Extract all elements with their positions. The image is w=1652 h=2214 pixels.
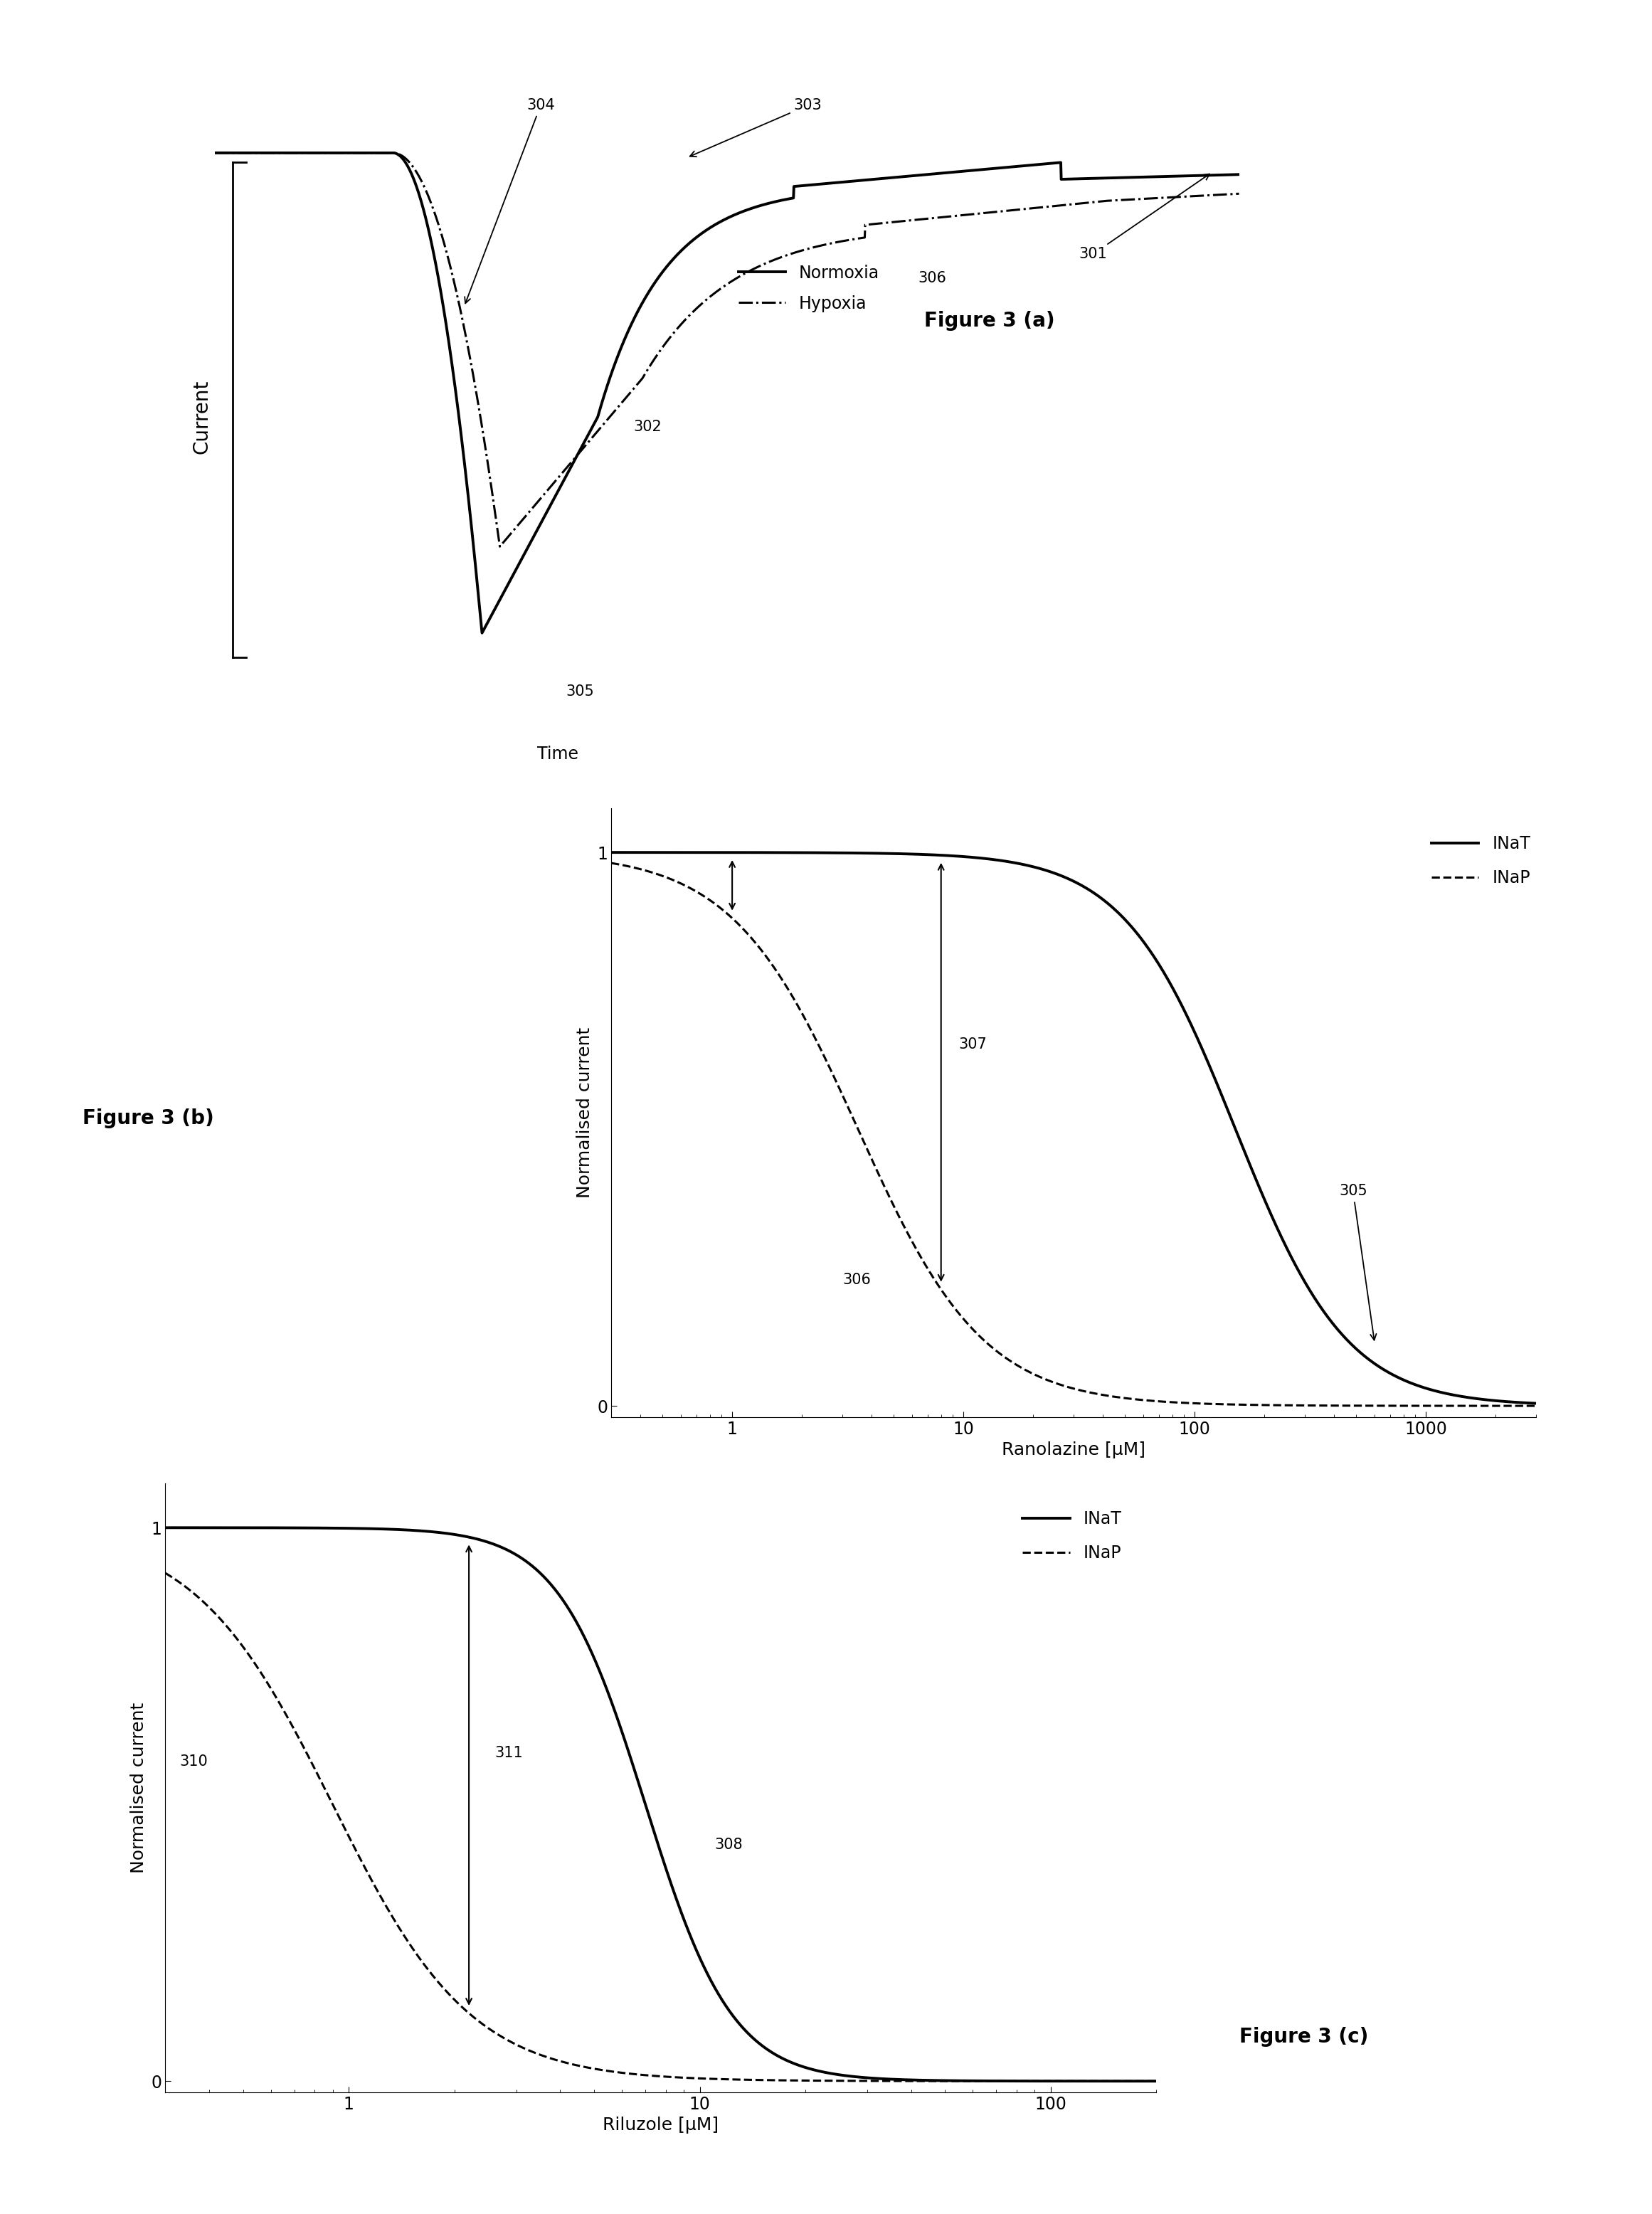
Text: Current: Current	[192, 381, 211, 454]
Text: 311: 311	[494, 1747, 522, 1760]
Text: 308: 308	[714, 1838, 742, 1851]
Text: 303: 303	[691, 97, 823, 157]
Text: 306: 306	[843, 1273, 871, 1286]
Legend: INaT, INaP: INaT, INaP	[1426, 828, 1538, 892]
Text: Figure 3 (c): Figure 3 (c)	[1239, 2028, 1368, 2046]
Text: 301: 301	[1079, 175, 1209, 261]
Text: 302: 302	[633, 421, 662, 434]
Text: 310: 310	[180, 1753, 208, 1769]
Text: Figure 3 (a): Figure 3 (a)	[925, 310, 1056, 330]
Text: 306: 306	[919, 270, 947, 286]
Text: 304: 304	[464, 97, 555, 303]
Y-axis label: Normalised current: Normalised current	[131, 1703, 147, 1873]
Text: 307: 307	[958, 1038, 986, 1052]
X-axis label: Riluzole [μM]: Riluzole [μM]	[603, 2117, 719, 2134]
Legend: INaT, INaP: INaT, INaP	[1016, 1503, 1128, 1568]
Y-axis label: Normalised current: Normalised current	[577, 1027, 593, 1198]
Text: Time: Time	[537, 746, 578, 764]
Legend: Normoxia, Hypoxia: Normoxia, Hypoxia	[732, 257, 885, 319]
Text: 305: 305	[565, 684, 595, 697]
Text: Figure 3 (b): Figure 3 (b)	[83, 1109, 215, 1127]
X-axis label: Ranolazine [μM]: Ranolazine [μM]	[1003, 1441, 1145, 1459]
Text: 305: 305	[1338, 1184, 1376, 1339]
